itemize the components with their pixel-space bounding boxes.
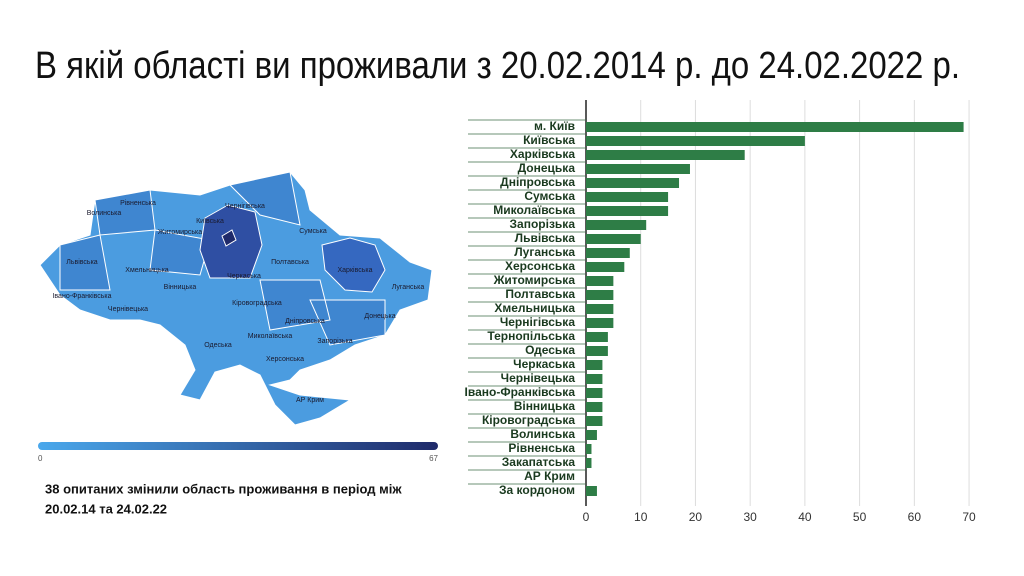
category-label: м. Київ [534, 119, 575, 133]
category-label: Донецька [518, 161, 576, 175]
bar [586, 486, 597, 496]
map-label: Миколаївська [248, 333, 293, 340]
map-label: Хмельницька [125, 267, 169, 274]
x-tick-label: 60 [908, 510, 922, 524]
category-label: Одеська [525, 343, 575, 357]
x-tick-label: 40 [798, 510, 812, 524]
bar [586, 444, 592, 454]
bar [586, 374, 603, 384]
bar [586, 360, 603, 370]
category-label: Харківська [510, 147, 575, 161]
legend-gradient [38, 442, 438, 450]
map-kyiv-city [221, 229, 237, 247]
map-regions [59, 171, 386, 346]
category-label: Чернігівська [500, 315, 575, 329]
map-label: Сумська [299, 228, 327, 235]
x-tick-label: 10 [634, 510, 648, 524]
bar [586, 290, 614, 300]
category-label: Київська [523, 133, 575, 147]
map-label: Чернігівська [225, 202, 265, 210]
x-tick-label: 20 [689, 510, 703, 524]
map-label: Полтавська [271, 259, 309, 266]
map-label: АР Крим [296, 397, 324, 404]
category-label: Житомирська [493, 273, 576, 287]
map-label: Львівська [66, 258, 98, 266]
category-label: Миколаївська [493, 203, 575, 217]
x-tick-label: 70 [962, 510, 976, 524]
map-label: Дніпровська [285, 317, 325, 325]
bar [586, 248, 630, 258]
title: В якій області ви проживали з 20.02.2014… [35, 45, 960, 87]
bar [586, 402, 603, 412]
x-tick-label: 50 [853, 510, 867, 524]
legend-max: 67 [429, 454, 438, 463]
map-label: Вінницька [164, 283, 197, 291]
map-label: Запорізька [317, 337, 352, 345]
map-label: Рівненська [120, 199, 156, 207]
bar [586, 178, 680, 188]
x-tick-label: 0 [583, 510, 590, 524]
category-label: Закапатська [502, 455, 576, 469]
bar [586, 276, 614, 286]
bar [586, 332, 608, 342]
bar [586, 304, 614, 314]
bar [586, 234, 641, 244]
bar [586, 150, 745, 160]
category-label: Івано-Франківська [465, 385, 576, 399]
category-label: Тернопільська [487, 329, 575, 343]
bar [586, 262, 625, 272]
category-label: Сумська [524, 189, 575, 203]
map-label: Донецька [364, 313, 395, 320]
category-label: Чернівецька [501, 371, 576, 385]
category-label: Рівненська [508, 441, 575, 455]
note: 38 опитаних змінили область проживання в… [45, 481, 402, 496]
bar [586, 136, 805, 146]
category-label: АР Крим [524, 469, 575, 483]
map-kharkiv [321, 237, 386, 293]
category-label: Черкаська [513, 357, 575, 371]
category-label: Кіровоградська [482, 413, 575, 427]
category-label: Запорізька [510, 217, 576, 231]
legend-min: 0 [38, 454, 43, 463]
category-label: Волинська [510, 427, 575, 441]
map-label: Чернівецька [108, 305, 148, 313]
bar [586, 430, 597, 440]
bar [586, 122, 964, 132]
map-label: Івано-Франківська [52, 292, 111, 300]
category-label: Хмельницька [494, 301, 575, 315]
bar [586, 164, 690, 174]
category-label: Львівська [515, 231, 576, 245]
bar [586, 220, 647, 230]
category-label: Луганська [514, 245, 575, 259]
bar [586, 318, 614, 328]
map-label: Волинська [87, 210, 122, 217]
bar [586, 206, 669, 216]
map-label: Одеська [204, 342, 232, 349]
map-label: Житомирська [158, 229, 202, 236]
bar [586, 192, 669, 202]
category-label: Херсонська [505, 259, 575, 273]
category-label: За кордоном [499, 483, 575, 497]
bar [586, 416, 603, 426]
map-label: Кіровоградська [232, 299, 282, 307]
bar [586, 458, 592, 468]
map-label: Луганська [392, 284, 425, 291]
map-label: Херсонська [266, 356, 304, 363]
category-label: Вінницька [514, 399, 576, 413]
note: 20.02.14 та 24.02.22 [45, 501, 167, 516]
map-label: Харківська [338, 266, 373, 274]
x-tick-label: 30 [743, 510, 757, 524]
category-label: Дніпровська [500, 175, 575, 189]
map-label: Черкаська [227, 273, 261, 280]
bar [586, 346, 608, 356]
bar [586, 388, 603, 398]
category-label: Полтавська [505, 287, 575, 301]
map-label: Київська [196, 218, 224, 225]
